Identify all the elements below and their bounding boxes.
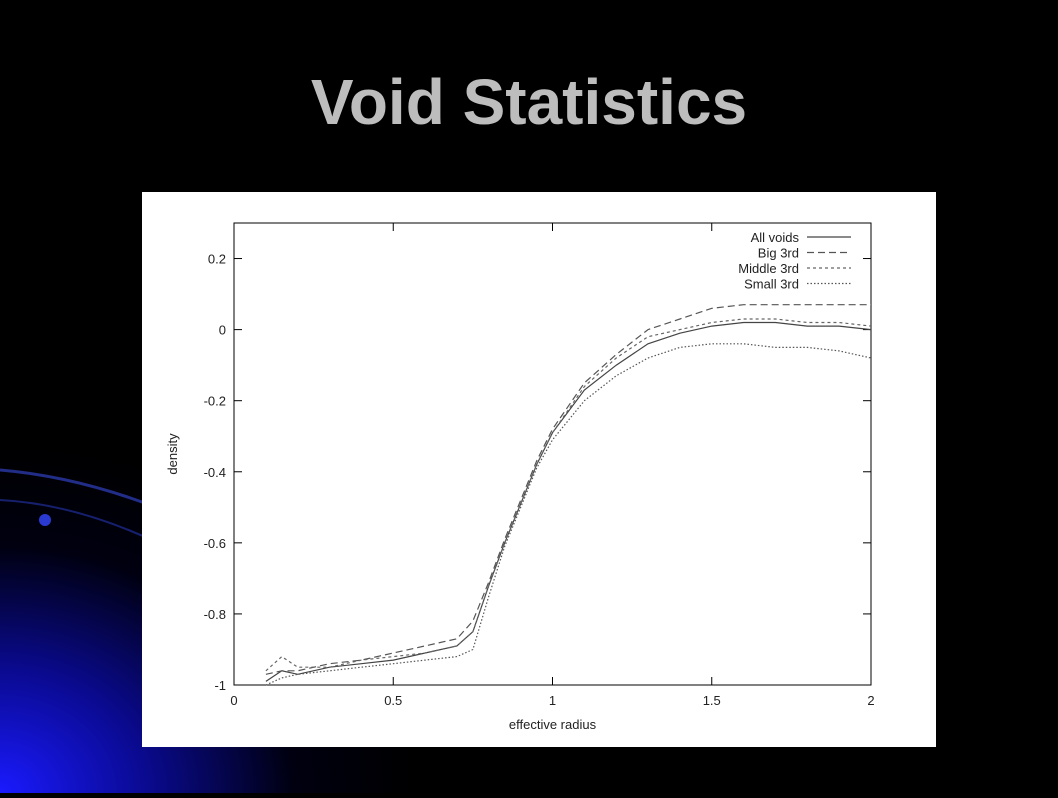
series-line — [265, 304, 871, 675]
x-tick-label: 1 — [549, 693, 556, 708]
chart: -1 -0.8 -0.6 -0.4 -0.2 0 0.2 0 0.5 1 1.5 2 effective… — [165, 222, 875, 732]
legend-label: Small 3rd — [744, 277, 799, 292]
y-tick-label: -0.4 — [204, 465, 226, 480]
legend-label: Middle 3rd — [738, 261, 799, 276]
y-tick-label: -1 — [214, 678, 226, 693]
series-line — [265, 343, 872, 686]
y-tick-label: -0.8 — [204, 607, 226, 622]
x-tick-label: 0 — [230, 693, 237, 708]
y-tick-label: -0.2 — [204, 394, 226, 409]
title: Void Statistics — [311, 66, 747, 138]
y-tick-label: 0 — [219, 323, 226, 338]
y-tick-label: 0.2 — [208, 252, 226, 267]
x-axis-label: effective radius — [509, 717, 597, 732]
title-shadow: Void Statistics — [314, 69, 750, 141]
x-tick-label: 0.5 — [384, 693, 402, 708]
y-axis-label: density — [165, 433, 180, 475]
chart-panel — [142, 192, 936, 747]
legend-label: All voids — [751, 230, 800, 245]
x-tick-label: 1.5 — [703, 693, 721, 708]
y-tick-label: -0.6 — [204, 536, 226, 551]
bullet — [39, 514, 51, 526]
x-tick-label: 2 — [867, 693, 874, 708]
legend-label: Big 3rd — [758, 246, 799, 261]
series-line — [265, 318, 872, 672]
